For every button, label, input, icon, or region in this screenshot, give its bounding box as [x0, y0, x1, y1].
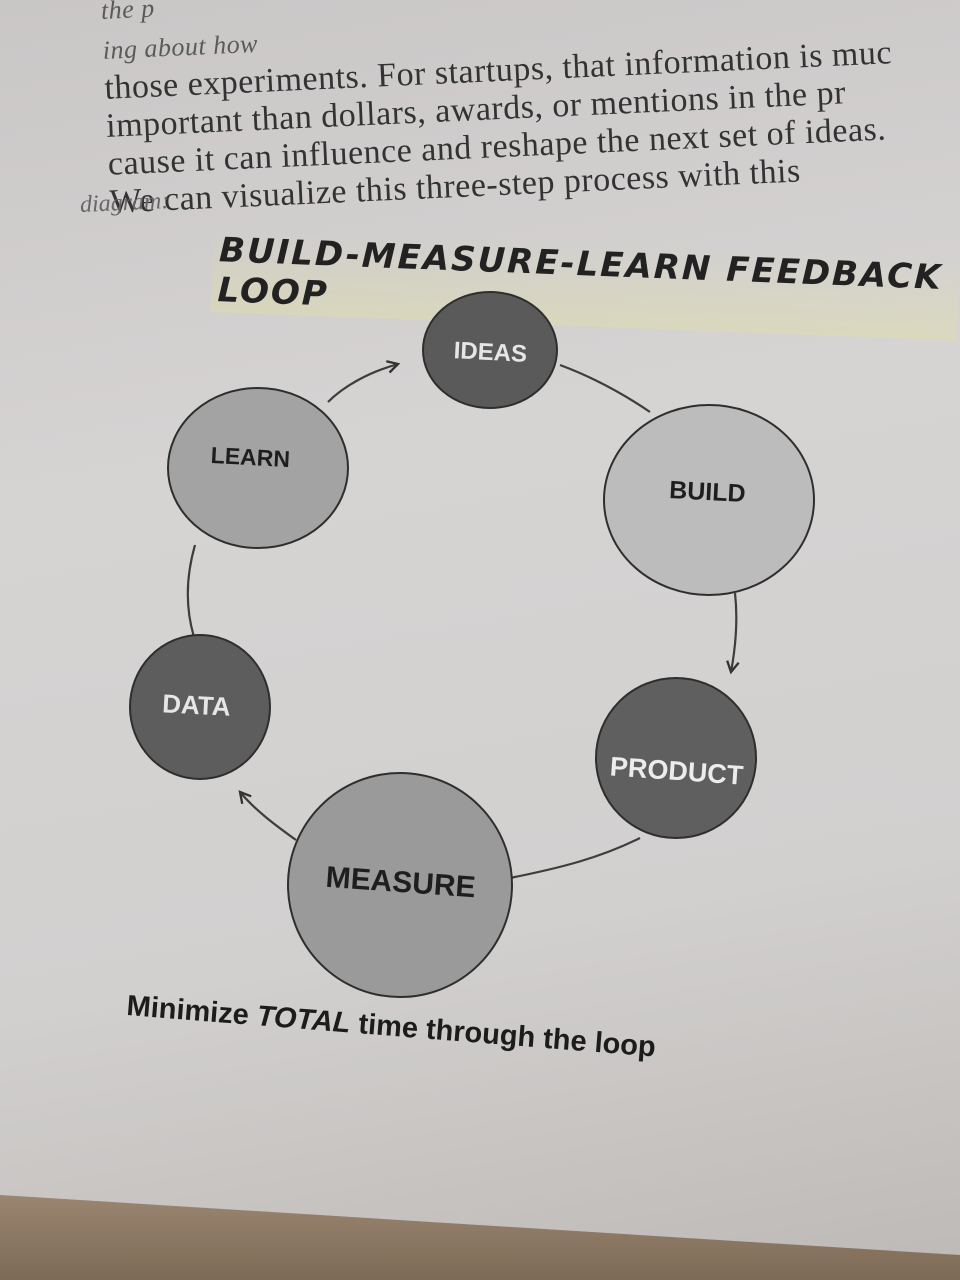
node-ideas-label: IDEAS	[453, 337, 528, 368]
connector-product-measure	[509, 837, 641, 880]
node-build-label: BUILD	[669, 476, 747, 508]
node-ideas: IDEAS	[422, 291, 558, 409]
node-build: BUILD	[603, 404, 815, 596]
node-data: DATA	[129, 634, 271, 780]
node-measure-circle	[287, 772, 513, 998]
connector-build-product	[731, 592, 736, 672]
node-learn-label: LEARN	[210, 442, 290, 472]
connector-learn-ideas	[327, 364, 398, 403]
connector-data-learn	[186, 544, 197, 638]
loop-nodes: IDEAS BUILD PRODUCT MEASURE DATA LEARN	[129, 291, 815, 998]
connector-ideas-build	[559, 363, 651, 413]
node-data-label: DATA	[162, 688, 232, 722]
node-data-circle	[129, 634, 271, 780]
node-learn: LEARN	[167, 387, 349, 549]
connector-measure-data	[240, 792, 297, 841]
node-product: PRODUCT	[595, 677, 757, 839]
node-measure: MEASURE	[287, 772, 513, 998]
node-ideas-circle	[422, 291, 558, 409]
node-product-circle	[595, 677, 757, 839]
loop-connectors	[186, 363, 737, 880]
node-learn-circle	[167, 387, 349, 549]
node-build-circle	[603, 404, 815, 596]
